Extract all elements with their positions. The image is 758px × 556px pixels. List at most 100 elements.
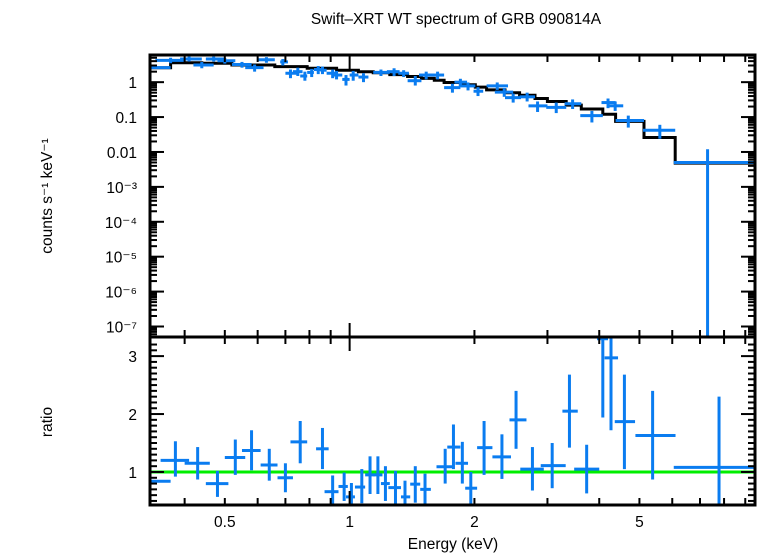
data-point bbox=[615, 115, 645, 128]
ratio-point bbox=[455, 441, 469, 484]
data-point bbox=[494, 88, 514, 97]
y-tick-label: 0.01 bbox=[107, 145, 137, 162]
ratio-point bbox=[290, 421, 308, 464]
data-point bbox=[386, 68, 400, 77]
spectrum-xticks bbox=[183, 55, 747, 337]
ratio-series bbox=[148, 337, 755, 505]
ratio-point bbox=[260, 448, 278, 481]
data-point bbox=[486, 82, 509, 90]
x-tick-labels: 0.5 1 2 5 bbox=[214, 514, 644, 531]
data-point bbox=[155, 57, 185, 64]
data-point bbox=[444, 83, 461, 93]
data-point bbox=[519, 92, 536, 102]
ratio-point bbox=[492, 434, 511, 479]
ratio-panel: 1 2 3 ratio bbox=[39, 335, 757, 507]
ratio-point bbox=[540, 443, 566, 489]
ratio-point bbox=[205, 470, 229, 497]
ratio-point bbox=[224, 439, 246, 475]
data-point bbox=[473, 87, 484, 97]
ratio-point bbox=[447, 424, 461, 470]
data-point bbox=[428, 71, 445, 80]
chart-title: Swift–XRT WT spectrum of GRB 090814A bbox=[311, 11, 602, 28]
ratio-point bbox=[465, 471, 478, 504]
y-tick-label: 1 bbox=[128, 465, 137, 482]
data-point bbox=[292, 67, 303, 77]
data-point bbox=[193, 61, 214, 69]
data-point bbox=[505, 93, 521, 103]
spectrum-panel: 1 0.1 0.01 10⁻³ 10⁻⁴ 10⁻⁵ 10⁻⁶ 10⁻⁷ counts s⁻¹ … bbox=[39, 53, 757, 339]
data-point bbox=[320, 66, 327, 75]
ratio-point bbox=[184, 447, 210, 480]
ratio-point bbox=[477, 421, 493, 475]
ratio-point bbox=[338, 472, 348, 501]
data-point bbox=[358, 73, 369, 83]
data-series bbox=[148, 56, 755, 337]
ratio-point bbox=[562, 374, 578, 448]
x-tick-label: 1 bbox=[345, 514, 354, 531]
ratio-point bbox=[596, 337, 609, 418]
y-tick-label: 10⁻⁷ bbox=[106, 319, 137, 336]
y-tick-label: 1 bbox=[128, 75, 137, 92]
data-point bbox=[280, 59, 288, 66]
data-point bbox=[608, 101, 624, 111]
ratio-point bbox=[574, 444, 600, 494]
data-point bbox=[307, 68, 314, 78]
ratio-point bbox=[635, 390, 676, 480]
ratio-point bbox=[365, 456, 375, 494]
y-tick-label: 10⁻⁵ bbox=[105, 250, 137, 267]
ratio-point bbox=[373, 456, 383, 494]
data-point bbox=[460, 82, 476, 91]
data-point bbox=[300, 71, 308, 81]
data-point bbox=[245, 64, 264, 72]
ratio-point bbox=[410, 466, 421, 503]
ratio-point bbox=[614, 374, 636, 470]
data-point bbox=[231, 61, 252, 68]
spectrum-frame bbox=[148, 53, 757, 339]
ratio-point bbox=[388, 470, 401, 504]
data-point bbox=[398, 70, 409, 78]
data-point bbox=[528, 101, 548, 112]
data-point bbox=[546, 102, 567, 114]
spectrum-ylabel: counts s⁻¹ keV⁻¹ bbox=[39, 138, 56, 253]
y-tick-label: 10⁻³ bbox=[106, 180, 137, 197]
ratio-point bbox=[509, 390, 527, 449]
y-tick-label: 10⁻⁴ bbox=[105, 215, 137, 232]
ratio-point bbox=[277, 463, 293, 493]
ratio-point bbox=[380, 466, 390, 501]
ratio-point bbox=[520, 447, 544, 491]
ratio-point bbox=[420, 473, 431, 505]
data-point bbox=[642, 124, 676, 139]
x-axis-label: Energy (keV) bbox=[408, 536, 498, 553]
model-step-line bbox=[150, 61, 755, 165]
ratio-point bbox=[160, 441, 190, 477]
data-point bbox=[285, 69, 298, 79]
ratio-point bbox=[400, 480, 411, 505]
data-point bbox=[580, 110, 603, 123]
y-tick-label: 10⁻⁶ bbox=[105, 285, 137, 302]
ratio-point bbox=[241, 430, 261, 471]
x-tick-label: 2 bbox=[470, 514, 479, 531]
spectrum-yticks: 1 0.1 0.01 10⁻³ 10⁻⁴ 10⁻⁵ 10⁻⁶ 10⁻⁷ bbox=[105, 54, 755, 338]
ratio-point bbox=[354, 469, 366, 504]
data-point bbox=[257, 57, 275, 63]
ratio-point bbox=[324, 475, 339, 505]
ratio-point bbox=[673, 396, 755, 505]
data-point bbox=[332, 70, 343, 80]
data-point bbox=[564, 99, 582, 110]
ratio-point bbox=[316, 427, 329, 470]
ratio-yticks: 1 2 3 bbox=[128, 343, 755, 502]
y-tick-label: 3 bbox=[128, 349, 137, 366]
ratio-ylabel: ratio bbox=[39, 407, 56, 437]
x-tick-label: 0.5 bbox=[214, 514, 236, 531]
y-tick-label: 2 bbox=[128, 407, 137, 424]
data-point bbox=[205, 56, 225, 62]
ratio-point bbox=[148, 465, 171, 499]
model-series bbox=[150, 61, 755, 165]
data-point bbox=[673, 149, 755, 337]
ratio-frame bbox=[148, 335, 757, 507]
data-point bbox=[407, 76, 422, 86]
ratio-point bbox=[604, 337, 619, 431]
data-point bbox=[349, 70, 359, 81]
y-tick-label: 0.1 bbox=[115, 110, 137, 127]
